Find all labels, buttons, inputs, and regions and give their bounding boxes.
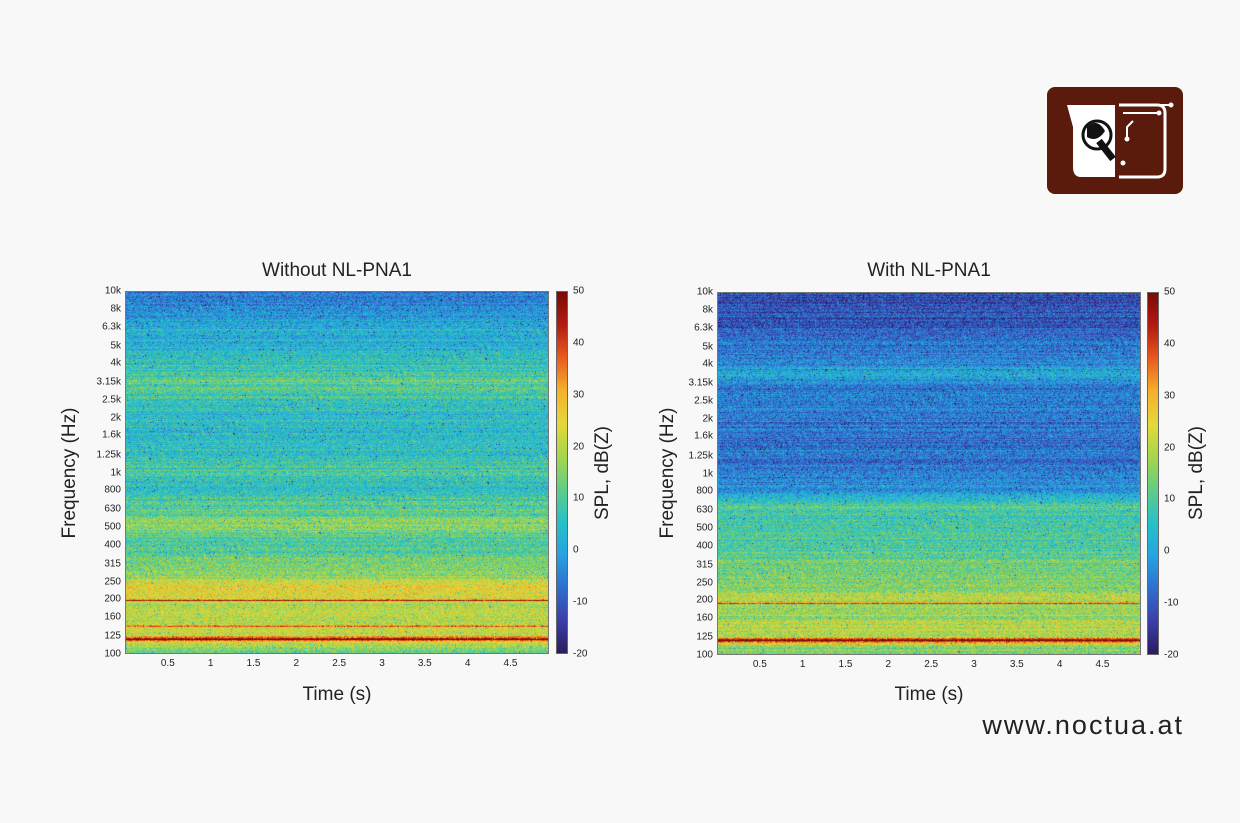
- colorbar: [556, 291, 568, 654]
- x-tick-label: 1.5: [838, 659, 853, 670]
- y-tick-label: 1.6k: [102, 429, 121, 441]
- colorbar-label: SPL, dB(Z): [592, 426, 613, 520]
- colorbar-tick-label: -20: [573, 648, 588, 660]
- x-tick-label: 2.5: [924, 659, 939, 670]
- y-tick-label: 1k: [702, 468, 713, 479]
- colorbar-tick-label: 0: [1164, 545, 1170, 557]
- x-tick-label: 2.5: [332, 658, 347, 669]
- chart-title: With NL-PNA1: [867, 260, 991, 281]
- y-tick-label: 5k: [702, 341, 713, 353]
- colorbar-tick-label: -10: [573, 596, 588, 608]
- y-tick-label: 200: [696, 594, 713, 606]
- y-tick-label: 125: [104, 630, 121, 642]
- colorbar-tick-label: -20: [1164, 649, 1179, 661]
- y-tick-label: 400: [696, 540, 713, 552]
- y-tick-label: 400: [104, 539, 121, 551]
- x-tick-label: 0.5: [160, 658, 175, 669]
- colorbar-tick-label: 20: [1164, 442, 1176, 454]
- y-tick-label: 2.5k: [694, 395, 713, 407]
- y-tick-label: 800: [696, 485, 713, 497]
- x-tick-label: 3: [379, 658, 385, 669]
- y-tick-label: 8k: [110, 303, 121, 315]
- spectrogram-plot-area: [717, 292, 1141, 655]
- x-tick-label: 3.5: [417, 658, 432, 669]
- y-tick-label: 3.15k: [688, 377, 713, 389]
- y-tick-label: 630: [696, 504, 713, 516]
- y-tick-label: 125: [696, 631, 713, 643]
- y-tick-label: 1.25k: [96, 449, 121, 461]
- y-tick-label: 250: [104, 576, 121, 588]
- colorbar-tick-label: 30: [1164, 390, 1176, 402]
- y-tick-label: 500: [104, 521, 121, 533]
- colorbar-tick-label: 20: [573, 441, 585, 453]
- y-tick-label: 160: [696, 612, 713, 624]
- x-tick-label: 2: [885, 659, 892, 670]
- y-tick-label: 1.6k: [694, 430, 713, 442]
- colorbar-tick-label: 50: [1164, 286, 1176, 298]
- y-tick-label: 8k: [702, 304, 713, 316]
- noctua-logo: [1047, 87, 1183, 194]
- y-tick-label: 2k: [110, 412, 121, 424]
- x-tick-label: 3: [971, 659, 977, 670]
- y-tick-label: 10k: [696, 286, 713, 298]
- y-tick-label: 3.15k: [96, 376, 121, 388]
- y-tick-label: 250: [696, 577, 713, 589]
- y-tick-label: 6.3k: [694, 322, 713, 334]
- x-axis-label: Time (s): [302, 684, 372, 705]
- spectrogram-plot-area: [125, 291, 549, 654]
- y-tick-label: 315: [104, 558, 121, 570]
- noctua-owl-logo-icon: [1067, 102, 1174, 179]
- y-tick-label: 200: [104, 593, 121, 605]
- colorbar-tick-label: 30: [573, 389, 585, 401]
- y-axis-label: Frequency (Hz): [59, 407, 80, 539]
- y-tick-label: 100: [696, 649, 713, 661]
- x-tick-label: 3.5: [1009, 659, 1024, 670]
- y-tick-label: 2k: [702, 413, 713, 425]
- y-tick-label: 5k: [110, 340, 121, 352]
- y-tick-label: 500: [696, 522, 713, 534]
- colorbar-tick-label: 40: [573, 337, 585, 349]
- y-tick-label: 630: [104, 503, 121, 515]
- x-tick-label: 1: [799, 659, 806, 670]
- colorbar-tick-label: 10: [1164, 493, 1176, 505]
- x-tick-label: 2: [293, 658, 300, 669]
- colorbar-tick-label: -10: [1164, 597, 1179, 609]
- x-tick-label: 0.5: [752, 659, 767, 670]
- spectrogram-heatmap: [718, 293, 1140, 654]
- y-tick-label: 6.3k: [102, 321, 121, 333]
- x-tick-label: 4.5: [1095, 659, 1110, 670]
- y-tick-label: 160: [104, 611, 121, 623]
- y-tick-label: 800: [104, 484, 121, 496]
- y-tick-label: 315: [696, 559, 713, 571]
- colorbar-tick-label: 10: [573, 492, 585, 504]
- y-tick-label: 4k: [702, 358, 713, 370]
- colorbar-tick-label: 40: [1164, 338, 1176, 350]
- x-tick-label: 4.5: [503, 658, 518, 669]
- chart-title: Without NL-PNA1: [262, 260, 412, 281]
- x-tick-label: 1.5: [246, 658, 261, 669]
- y-axis-label: Frequency (Hz): [657, 407, 678, 539]
- y-tick-label: 10k: [104, 285, 121, 297]
- x-tick-label: 1: [207, 658, 214, 669]
- x-axis-label: Time (s): [894, 684, 964, 705]
- website-url[interactable]: www.noctua.at: [982, 710, 1184, 740]
- y-tick-label: 4k: [110, 357, 121, 369]
- colorbar-label: SPL, dB(Z): [1186, 426, 1207, 520]
- colorbar-tick-label: 50: [573, 285, 585, 297]
- y-tick-label: 1k: [110, 467, 121, 478]
- y-tick-label: 1.25k: [688, 450, 713, 462]
- x-tick-label: 4: [1056, 659, 1063, 670]
- y-tick-label: 2.5k: [102, 394, 121, 406]
- y-tick-label: 100: [104, 648, 121, 660]
- spectrogram-heatmap: [126, 292, 548, 653]
- colorbar: [1147, 292, 1159, 655]
- x-tick-label: 4: [464, 658, 471, 669]
- colorbar-tick-label: 0: [573, 544, 579, 556]
